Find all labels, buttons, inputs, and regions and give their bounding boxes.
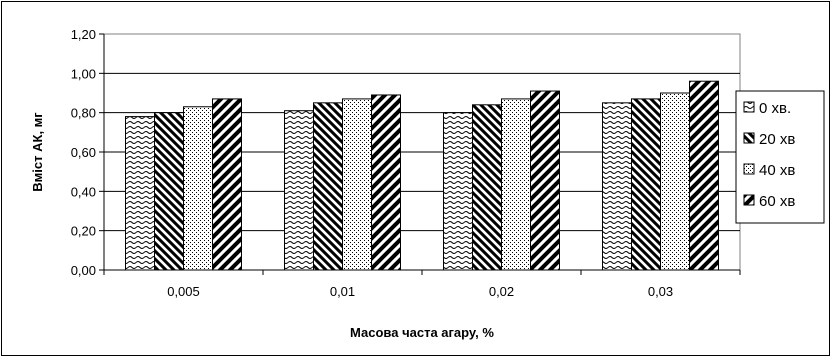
x-axis-title: Масова часта агару, % — [350, 325, 494, 340]
y-tick-label: 0,60 — [71, 145, 96, 160]
y-tick-label: 0,40 — [71, 184, 96, 199]
bar — [212, 98, 242, 271]
x-tick-labels: 0,005 0,01 0,02 0,03 — [103, 270, 741, 299]
legend-label: 60 хв — [759, 193, 795, 210]
legend-swatch — [743, 163, 755, 175]
y-tick-label: 0,00 — [71, 263, 96, 278]
x-tick-label: 0,03 — [648, 284, 673, 299]
bar — [689, 80, 719, 271]
y-tick-label: 0,20 — [71, 224, 96, 239]
legend: 0 хв. 20 хв 40 хв 60 хв — [735, 90, 825, 224]
bar — [660, 92, 690, 271]
bar — [342, 98, 372, 271]
bar — [443, 112, 473, 271]
y-tick-label: 0,80 — [71, 106, 96, 121]
bar — [183, 106, 213, 271]
legend-label: 40 хв — [759, 162, 795, 179]
legend-label: 0 хв. — [759, 100, 791, 117]
legend-items: 0 хв. 20 хв 40 хв 60 хв — [743, 100, 795, 210]
legend-swatch — [743, 101, 755, 113]
y-tick-label: 1,20 — [71, 27, 96, 42]
legend-swatch — [743, 132, 755, 144]
bar — [154, 112, 184, 271]
x-tick-label: 0,01 — [330, 284, 355, 299]
bar — [125, 116, 155, 271]
bar — [631, 98, 661, 271]
legend-swatch — [743, 194, 755, 206]
legend-label: 20 хв — [759, 131, 795, 148]
x-tick-label: 0,02 — [489, 284, 514, 299]
x-tick-label: 0,005 — [167, 284, 200, 299]
bar — [284, 110, 314, 271]
bar — [313, 102, 343, 271]
bar — [530, 90, 560, 271]
bar — [371, 94, 401, 271]
bar — [602, 102, 632, 271]
bars — [125, 80, 719, 271]
y-axis-title: Вміст АК, мг — [30, 112, 45, 192]
y-tick-labels: 0,00 0,20 0,40 0,60 0,80 1,00 1,20 — [71, 27, 104, 278]
bar — [472, 104, 502, 271]
bar — [501, 98, 531, 271]
y-tick-label: 1,00 — [71, 66, 96, 81]
